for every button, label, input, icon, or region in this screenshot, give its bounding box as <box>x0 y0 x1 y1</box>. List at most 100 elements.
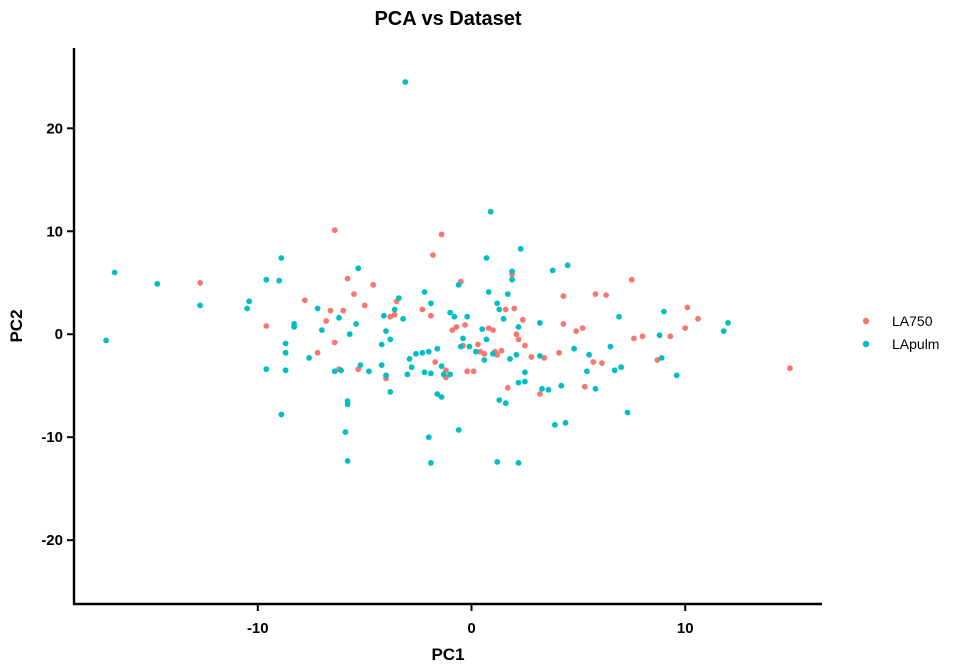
point-LA750-35 <box>481 350 488 357</box>
point-LApulm-108 <box>616 313 622 320</box>
point-LA750-59 <box>592 291 599 297</box>
point-LApulm-54 <box>434 345 441 352</box>
point-LApulm-107 <box>611 367 618 374</box>
point-LA750-6 <box>331 339 338 346</box>
point-LApulm-57 <box>438 363 445 370</box>
point-LApulm-83 <box>507 356 513 362</box>
point-LA750-19 <box>419 306 426 313</box>
point-LApulm-115 <box>720 328 727 334</box>
point-LApulm-44 <box>408 364 415 371</box>
x-tick-label: 10 <box>677 620 694 637</box>
point-LApulm-63 <box>455 281 462 288</box>
point-LA750-5 <box>327 307 334 314</box>
point-LApulm-19 <box>331 368 338 375</box>
point-LApulm-72 <box>483 255 490 261</box>
point-LApulm-12 <box>282 349 289 356</box>
point-LApulm-93 <box>537 320 543 326</box>
point-LA750-9 <box>340 307 347 314</box>
point-LA750-36 <box>485 325 492 331</box>
point-LApulm-84 <box>509 268 515 275</box>
point-LA750-2 <box>301 297 308 304</box>
point-LA750-49 <box>528 354 535 360</box>
point-LApulm-52 <box>428 460 434 466</box>
point-LApulm-27 <box>353 321 359 327</box>
point-LA750-40 <box>498 347 505 354</box>
point-LApulm-26 <box>346 331 353 338</box>
y-axis-ticks: -20 -10 0 10 20 <box>41 120 74 549</box>
point-LA750-54 <box>560 293 567 299</box>
point-LApulm-75 <box>490 350 496 357</box>
point-LA750-46 <box>515 336 522 343</box>
point-LApulm-106 <box>607 343 614 350</box>
point-LApulm-58 <box>440 371 447 378</box>
point-LApulm-73 <box>485 289 492 295</box>
point-LApulm-80 <box>500 315 507 322</box>
point-LApulm-2 <box>154 280 161 287</box>
series-LApulm <box>103 79 731 466</box>
point-LApulm-68 <box>472 348 479 355</box>
point-LA750-62 <box>628 276 635 283</box>
point-LApulm-11 <box>282 340 289 347</box>
y-tick-label: -20 <box>41 532 63 549</box>
point-LA750-57 <box>581 383 588 390</box>
point-LApulm-105 <box>592 385 599 392</box>
point-LApulm-47 <box>421 369 428 376</box>
point-LApulm-79 <box>496 306 503 313</box>
point-LApulm-101 <box>564 262 571 269</box>
point-LA750-41 <box>502 306 509 313</box>
point-LApulm-71 <box>483 336 490 343</box>
point-LApulm-48 <box>421 289 428 295</box>
point-LApulm-90 <box>517 245 524 252</box>
point-LApulm-13 <box>282 367 289 374</box>
point-LApulm-100 <box>562 419 569 426</box>
point-LApulm-66 <box>464 313 471 320</box>
point-LA750-26 <box>449 327 456 333</box>
point-LApulm-37 <box>387 336 394 343</box>
point-LA750-20 <box>428 312 434 319</box>
legend: LA750 LApulm <box>862 313 939 352</box>
point-LApulm-7 <box>263 366 270 373</box>
y-tick-label: 0 <box>55 326 63 343</box>
point-LApulm-64 <box>457 343 464 350</box>
plot-area: -10 0 10 -20 -10 0 10 20 <box>41 48 822 637</box>
point-LA750-60 <box>599 360 605 366</box>
point-LApulm-111 <box>656 332 663 339</box>
point-LApulm-70 <box>481 357 488 363</box>
y-tick-label: -10 <box>41 429 63 446</box>
point-LA750-3 <box>314 349 321 356</box>
point-LA750-65 <box>654 357 661 363</box>
point-LA750-13 <box>361 302 368 309</box>
point-LApulm-69 <box>479 326 486 332</box>
chart-title: PCA vs Dataset <box>374 8 521 30</box>
x-axis-title: PC1 <box>431 645 464 664</box>
point-LA750-63 <box>631 335 637 342</box>
point-LApulm-49 <box>425 348 432 355</box>
point-LApulm-114 <box>673 372 680 379</box>
point-LApulm-59 <box>447 371 453 378</box>
point-LApulm-41 <box>402 79 409 85</box>
point-LA750-56 <box>579 325 586 331</box>
point-LApulm-30 <box>366 368 372 375</box>
point-LApulm-110 <box>624 409 631 416</box>
point-LApulm-56 <box>438 394 445 400</box>
point-LApulm-74 <box>487 208 494 215</box>
point-LApulm-95 <box>539 385 545 392</box>
points-layer <box>103 79 793 466</box>
point-LApulm-0 <box>103 337 109 344</box>
point-LA750-17 <box>391 311 398 318</box>
point-LApulm-65 <box>460 335 466 342</box>
point-LApulm-42 <box>404 371 411 378</box>
legend-label-LA750: LA750 <box>892 313 933 329</box>
point-LA750-68 <box>684 304 691 311</box>
point-LA750-30 <box>462 322 468 328</box>
point-LApulm-15 <box>291 321 297 327</box>
point-LA750-21 <box>430 252 436 258</box>
point-LApulm-81 <box>502 400 509 407</box>
point-LA750-0 <box>197 279 204 286</box>
point-LApulm-28 <box>355 265 362 272</box>
point-LA750-64 <box>639 333 646 340</box>
point-LApulm-55 <box>434 391 441 397</box>
point-LApulm-25 <box>344 401 351 408</box>
point-LApulm-4 <box>244 305 251 312</box>
point-LApulm-18 <box>319 327 325 333</box>
